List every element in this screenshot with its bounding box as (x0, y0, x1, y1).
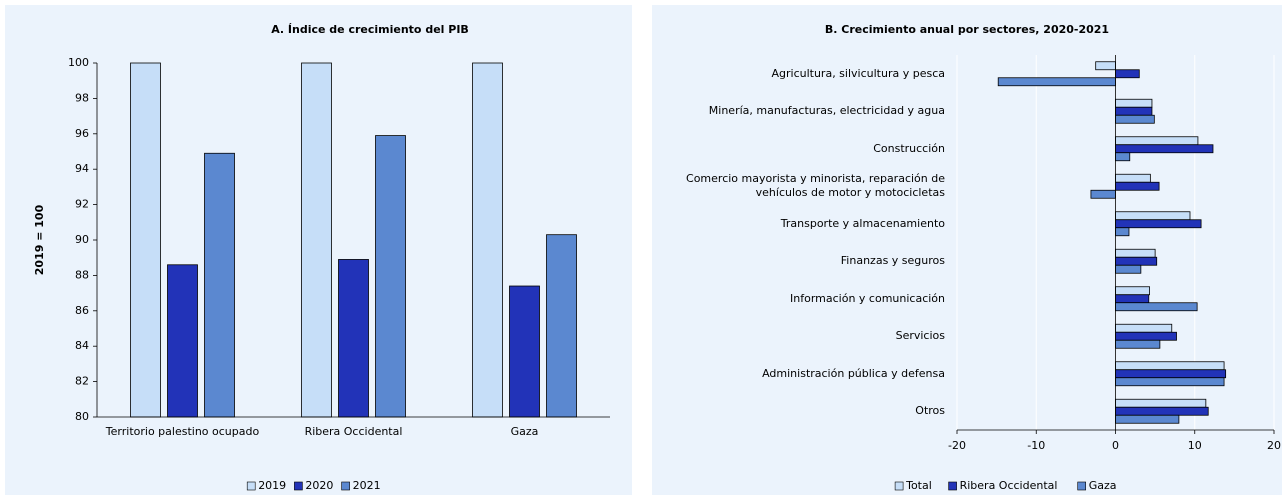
bar (1115, 414, 1180, 424)
category-label: Ribera Occidental (304, 425, 403, 438)
bar (1115, 256, 1158, 266)
x-tick-label: 20 (1267, 439, 1281, 452)
category-label-box: Minería, manufacturas, electricidad y ag… (708, 104, 945, 118)
bar (130, 62, 161, 418)
category-label: Agricultura, silvicultura y pesca (771, 66, 945, 80)
bar (204, 152, 235, 418)
category-label-box: Agricultura, silvicultura y pesca (771, 66, 945, 80)
category-label-box: Territorio palestino ocupado (105, 425, 260, 438)
bar (1115, 398, 1207, 408)
bar (1095, 61, 1116, 71)
bar (1090, 189, 1116, 199)
bar (1115, 339, 1161, 349)
category-label: Administración pública y defensa (762, 366, 945, 380)
bar (1115, 136, 1199, 146)
bar (1115, 152, 1131, 162)
bar (546, 234, 577, 418)
legend-label: Ribera Occidental (960, 479, 1058, 492)
bar (1115, 361, 1225, 371)
bar (1115, 264, 1142, 274)
legend-swatch (948, 481, 957, 491)
bar (1115, 227, 1130, 237)
legend-label: 2019 (258, 479, 286, 492)
bar (1115, 181, 1160, 191)
legend-swatch (341, 481, 350, 491)
chart-title: A. Índice de crecimiento del PIB (271, 23, 469, 36)
bar (1115, 114, 1155, 124)
y-tick-label: 96 (75, 127, 89, 140)
y-tick-label: 82 (75, 375, 89, 388)
category-label-box: Ribera Occidental (304, 425, 403, 438)
bar (301, 62, 332, 418)
bar (1115, 211, 1191, 221)
y-tick-label: 86 (75, 304, 89, 317)
bar (1115, 69, 1140, 79)
bar (338, 259, 369, 418)
bar (1115, 98, 1153, 108)
category-label: Minería, manufacturas, electricidad y ag… (708, 104, 945, 118)
bar (167, 264, 198, 418)
category-label: Comercio mayorista y minorista, reparaci… (686, 172, 945, 200)
y-tick-label: 94 (75, 162, 89, 175)
bar (1115, 377, 1225, 387)
bar (472, 62, 503, 418)
category-label-box: Transporte y almacenamiento (780, 216, 945, 230)
category-label: Construcción (873, 141, 945, 155)
category-label: Finanzas y seguros (840, 254, 945, 268)
bar (1115, 323, 1173, 333)
chart-title: B. Crecimiento anual por sectores, 2020-… (825, 23, 1109, 36)
y-tick-label: 88 (75, 268, 89, 281)
category-label-box: Administración pública y defensa (762, 366, 945, 380)
y-tick-label: 80 (75, 410, 89, 423)
category-label-box: Construcción (873, 141, 945, 155)
bar (1115, 106, 1153, 116)
bar (1115, 219, 1202, 229)
legend-label: Total (905, 479, 932, 492)
bar (1115, 144, 1214, 154)
bar (1115, 173, 1151, 183)
y-tick-label: 90 (75, 233, 89, 246)
category-label: Información y comunicación (790, 291, 945, 305)
bar (509, 285, 540, 418)
legend-swatch (1077, 481, 1086, 491)
x-tick-label: -20 (948, 439, 966, 452)
legend-label: Gaza (1089, 479, 1117, 492)
bar (1115, 331, 1177, 341)
legend-label: 2020 (305, 479, 333, 492)
y-tick-label: 98 (75, 91, 89, 104)
x-tick-label: 0 (1112, 439, 1119, 452)
legend-swatch (294, 481, 303, 491)
legend-swatch (894, 481, 904, 491)
bar (1115, 302, 1198, 312)
bar (375, 135, 406, 418)
bar (997, 77, 1116, 87)
bar (1115, 369, 1227, 379)
bar (1115, 248, 1156, 258)
category-label: Otros (915, 404, 945, 418)
x-tick-label: -10 (1027, 439, 1045, 452)
x-tick-label: 10 (1188, 439, 1202, 452)
bar (1115, 294, 1150, 304)
y-tick-label: 100 (68, 56, 89, 69)
legend-label: 2021 (353, 479, 381, 492)
y-tick-label: 92 (75, 198, 89, 211)
category-label: Transporte y almacenamiento (780, 216, 945, 230)
category-label-box: Información y comunicación (790, 291, 945, 305)
y-axis-label: 2019 = 100 (33, 204, 46, 275)
bar (1115, 406, 1209, 416)
category-label-box: Servicios (895, 329, 945, 343)
category-label: Gaza (510, 425, 539, 438)
bar (1115, 286, 1150, 296)
legend-swatch (246, 481, 256, 491)
y-tick-label: 84 (75, 339, 89, 352)
category-label: Territorio palestino ocupado (105, 425, 260, 438)
category-label: Servicios (895, 329, 945, 343)
category-label-box: Comercio mayorista y minorista, reparaci… (686, 172, 945, 200)
category-label-box: Otros (915, 404, 945, 418)
category-label-box: Finanzas y seguros (840, 254, 945, 268)
category-label-box: Gaza (510, 425, 539, 438)
